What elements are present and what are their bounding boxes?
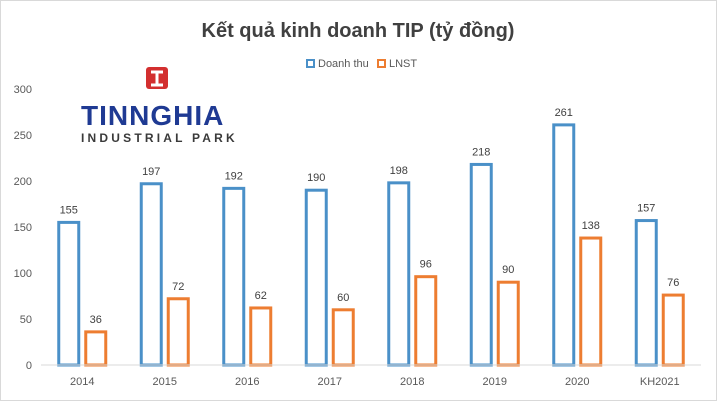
data-label-doanh-thu-2018: 198 — [390, 165, 408, 177]
data-labels: 155 36 197 72 192 62 190 60 198 96 218 90 261 138 157 7… — [60, 107, 680, 326]
bar-lnst-2020 — [579, 236, 603, 367]
bar-doanh-thu-2016 — [222, 186, 246, 367]
bar-lnst-2018 — [414, 275, 438, 367]
data-label-doanh-thu-2015: 197 — [142, 166, 160, 178]
legend-label-lnst: LNST — [389, 58, 417, 70]
data-label-lnst-2018: 96 — [420, 259, 432, 271]
x-axis: 2014 2015 2016 2017 2018 2019 2020 KH2021 — [41, 364, 701, 388]
bar-lnst-2015 — [166, 297, 190, 367]
bar-doanh-thu-2015 — [139, 182, 163, 367]
data-label-doanh-thu-2020: 261 — [555, 107, 573, 119]
data-label-lnst-2014: 36 — [90, 314, 102, 326]
data-label-doanh-thu-2014: 155 — [60, 204, 78, 216]
legend-swatch-doanh-thu — [306, 59, 315, 68]
bar-lnst-2019 — [496, 280, 520, 367]
data-label-doanh-thu-2016: 192 — [225, 170, 243, 182]
y-tick-label: 300 — [14, 84, 32, 96]
legend: Doanh thu LNST — [306, 58, 417, 70]
legend-label-doanh-thu: Doanh thu — [318, 58, 369, 70]
bars — [57, 123, 685, 367]
y-tick-label: 150 — [14, 222, 32, 234]
bar-lnst-KH2021 — [661, 293, 685, 367]
x-tick-label: 2016 — [235, 376, 259, 388]
y-tick-label: 250 — [14, 130, 32, 142]
data-label-lnst-2015: 72 — [172, 281, 184, 293]
logo-subtitle-text: INDUSTRIAL PARK — [81, 131, 238, 145]
data-label-lnst-2017: 60 — [337, 292, 349, 304]
logo-brand-text: TINNGHIA — [81, 100, 224, 131]
bar-lnst-2017 — [331, 308, 355, 367]
y-tick-label: 50 — [20, 314, 32, 326]
legend-swatch-lnst — [377, 59, 386, 68]
bar-doanh-thu-2014 — [57, 220, 81, 367]
bar-doanh-thu-2019 — [469, 162, 493, 367]
x-tick-label: 2017 — [318, 376, 342, 388]
tinnghia-logo-mark-icon — [146, 67, 168, 89]
bar-doanh-thu-2020 — [552, 123, 576, 367]
data-label-lnst-KH2021: 76 — [667, 277, 679, 289]
bar-lnst-2016 — [249, 306, 273, 367]
x-tick-label: KH2021 — [640, 376, 680, 388]
data-label-doanh-thu-KH2021: 157 — [637, 203, 655, 215]
data-label-lnst-2016: 62 — [255, 290, 267, 302]
tinnghia-logo: TINNGHIA INDUSTRIAL PARK — [81, 67, 238, 145]
data-label-doanh-thu-2019: 218 — [472, 146, 490, 158]
bar-lnst-2014 — [84, 330, 108, 367]
bar-doanh-thu-2017 — [304, 188, 328, 367]
chart-title: Kết quả kinh doanh TIP (tỷ đồng) — [202, 20, 515, 42]
y-tick-label: 200 — [14, 176, 32, 188]
x-tick-label: 2014 — [70, 376, 94, 388]
data-label-lnst-2019: 90 — [502, 264, 514, 276]
x-tick-label: 2018 — [400, 376, 424, 388]
y-axis: 0 50 100 150 200 250 300 — [14, 84, 32, 372]
y-tick-label: 100 — [14, 268, 32, 280]
x-tick-label: 2015 — [153, 376, 177, 388]
data-label-lnst-2020: 138 — [582, 220, 600, 232]
x-tick-label: 2020 — [565, 376, 589, 388]
y-tick-label: 0 — [26, 360, 32, 372]
data-label-doanh-thu-2017: 190 — [307, 172, 325, 184]
bar-doanh-thu-KH2021 — [634, 219, 658, 367]
bar-doanh-thu-2018 — [387, 181, 411, 367]
x-tick-label: 2019 — [483, 376, 507, 388]
